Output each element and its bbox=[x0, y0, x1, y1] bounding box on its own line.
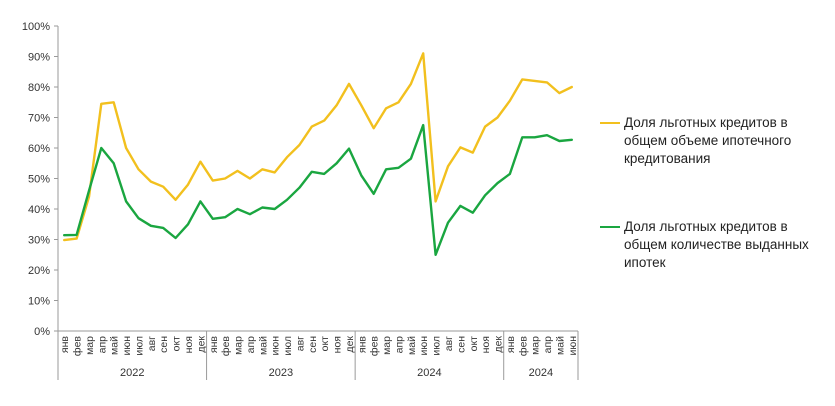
x-tick-label: янв bbox=[505, 336, 517, 353]
x-tick-label: июн bbox=[567, 336, 579, 356]
x-tick-label: июл bbox=[431, 336, 443, 356]
x-tick-label: фев bbox=[72, 336, 84, 356]
y-tick-label: 80% bbox=[28, 82, 50, 94]
x-tick-label: май bbox=[109, 336, 121, 355]
x-tick-label: май bbox=[257, 336, 269, 355]
x-tick-label: июл bbox=[282, 336, 294, 356]
x-tick-label: апр bbox=[96, 336, 108, 354]
y-tick-label: 70% bbox=[28, 113, 50, 125]
series-lines bbox=[62, 52, 573, 257]
x-tick-label: май bbox=[406, 336, 418, 355]
series-line-1 bbox=[62, 52, 573, 242]
x-axis: янв фев мар апр май июн июл авг сен окт ноя дек янв ф… bbox=[57, 330, 579, 380]
x-tick-label: апр bbox=[542, 336, 554, 354]
x-tick-label: мар bbox=[84, 336, 96, 355]
x-tick-label: июн bbox=[121, 336, 133, 356]
year-label: 2024 bbox=[417, 367, 441, 379]
x-tick-label: окт bbox=[319, 336, 331, 352]
y-tick-label: 100% bbox=[22, 21, 50, 33]
x-tick-label: июл bbox=[133, 336, 145, 356]
year-label: 2022 bbox=[120, 367, 144, 379]
x-tick-label: авг bbox=[443, 336, 455, 351]
x-tick-label: фев bbox=[220, 336, 232, 356]
x-tick-label: мар bbox=[381, 336, 393, 355]
year-label: 2024 bbox=[529, 367, 553, 379]
x-tick-label: апр bbox=[393, 336, 405, 354]
x-tick-label: янв bbox=[356, 336, 368, 353]
x-tick-label: мар bbox=[233, 336, 245, 355]
legend-swatch-green bbox=[600, 226, 620, 228]
y-axis: 0% 10% 20% 30% 40% 50% 60% 70% 80% 90% 100% bbox=[22, 21, 59, 338]
x-tick-label: сен bbox=[455, 336, 467, 353]
x-tick-label: апр bbox=[245, 336, 257, 354]
x-tick-label: июн bbox=[270, 336, 282, 356]
x-tick-label: окт bbox=[171, 336, 183, 352]
x-tick-label: мар bbox=[530, 336, 542, 355]
x-tick-label: июн bbox=[418, 336, 430, 356]
x-tick-label: авг bbox=[146, 336, 158, 351]
x-tick-label: янв bbox=[59, 336, 71, 353]
x-tick-label: сен bbox=[307, 336, 319, 353]
legend-label: Доля льготных кредитов в общем объеме ип… bbox=[624, 115, 792, 166]
series-line-2 bbox=[62, 123, 573, 257]
y-tick-label: 50% bbox=[28, 174, 50, 186]
x-tick-label: ноя bbox=[332, 336, 344, 353]
x-tick-label: сен bbox=[158, 336, 170, 353]
x-tick-label: ноя bbox=[183, 336, 195, 353]
y-tick-label: 0% bbox=[34, 326, 50, 338]
x-tick-label: май bbox=[554, 336, 566, 355]
y-tick-label: 30% bbox=[28, 235, 50, 247]
x-tick-label: дек bbox=[493, 336, 505, 353]
legend-swatch-yellow bbox=[600, 122, 620, 124]
x-tick-label: окт bbox=[468, 336, 480, 352]
x-tick-label: фев bbox=[369, 336, 381, 356]
y-tick-label: 20% bbox=[28, 265, 50, 277]
y-tick-label: 60% bbox=[28, 143, 50, 155]
x-tick-label: фев bbox=[517, 336, 529, 356]
x-tick-label: дек bbox=[344, 336, 356, 353]
y-tick-label: 90% bbox=[28, 52, 50, 64]
year-label: 2023 bbox=[269, 367, 293, 379]
y-tick-label: 40% bbox=[28, 204, 50, 216]
x-tick-label: авг bbox=[294, 336, 306, 351]
x-tick-label: ноя bbox=[480, 336, 492, 353]
legend-label: Доля льготных кредитов в общем количеств… bbox=[624, 219, 809, 270]
y-tick-label: 10% bbox=[28, 296, 50, 308]
x-tick-label: янв bbox=[208, 336, 220, 353]
x-tick-label: дек bbox=[195, 336, 207, 353]
